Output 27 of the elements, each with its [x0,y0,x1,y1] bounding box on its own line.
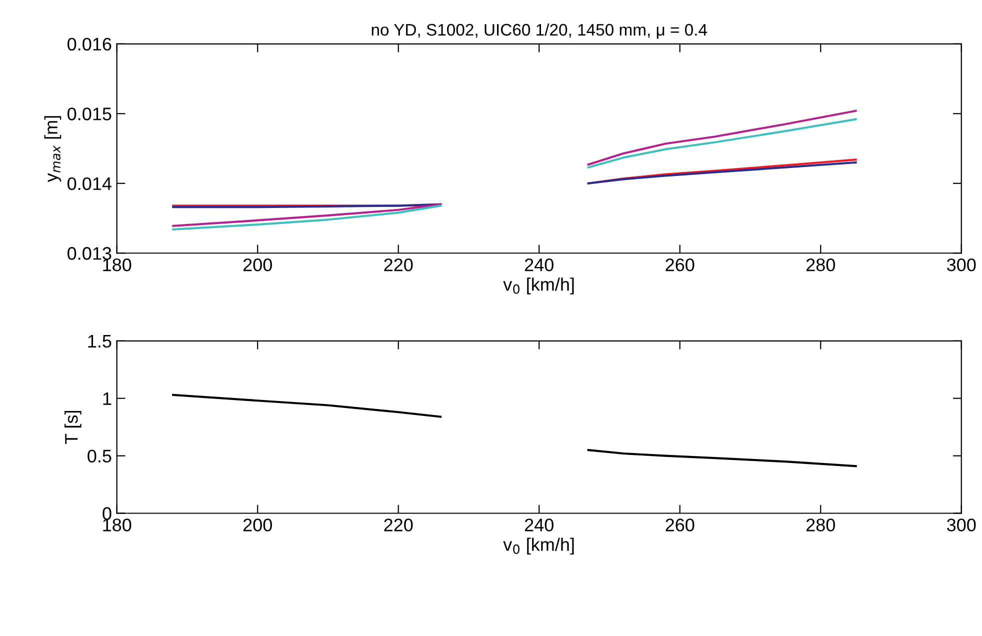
chart-title: no YD, S1002, UIC60 1/20, 1450 mm, μ = 0.4 [372,23,708,39]
x-tick-label: 200 [243,518,272,532]
y-tick-label: 0.015 [68,108,112,120]
x-tick-label: 300 [947,518,976,532]
y-tick-label: 0.014 [68,177,112,190]
y-tick-label: 0.016 [68,38,112,51]
x-tick-label: 180 [103,258,132,272]
y-tick-label: 0.5 [88,450,112,463]
x-tick-label: 220 [384,258,413,272]
x-tick-label: 300 [947,258,976,272]
x-tick-label: 220 [384,518,413,532]
y-tick-label: 0 [102,507,112,520]
y-tick-label: 0.013 [68,247,112,260]
x-tick-label: 240 [524,518,554,532]
y-tick-label: 1 [103,392,112,405]
y-tick-label: 1.5 [88,335,112,348]
x-tick-label: 280 [806,258,835,272]
y-axis-title: y$_{max}$ [m] [44,116,62,182]
x-tick-label: 200 [243,258,272,272]
x-tick-label: 180 [103,518,132,532]
x-tick-label: 240 [524,258,554,272]
x-axis-title: v$_{0}$ [km/h] [503,278,574,294]
x-tick-label: 280 [806,518,835,532]
x-axis-title: v$_{0}$ [km/h] [503,538,574,555]
y-axis-title: T [s] [64,410,82,444]
x-tick-label: 260 [666,518,694,532]
x-tick-label: 260 [666,258,694,272]
